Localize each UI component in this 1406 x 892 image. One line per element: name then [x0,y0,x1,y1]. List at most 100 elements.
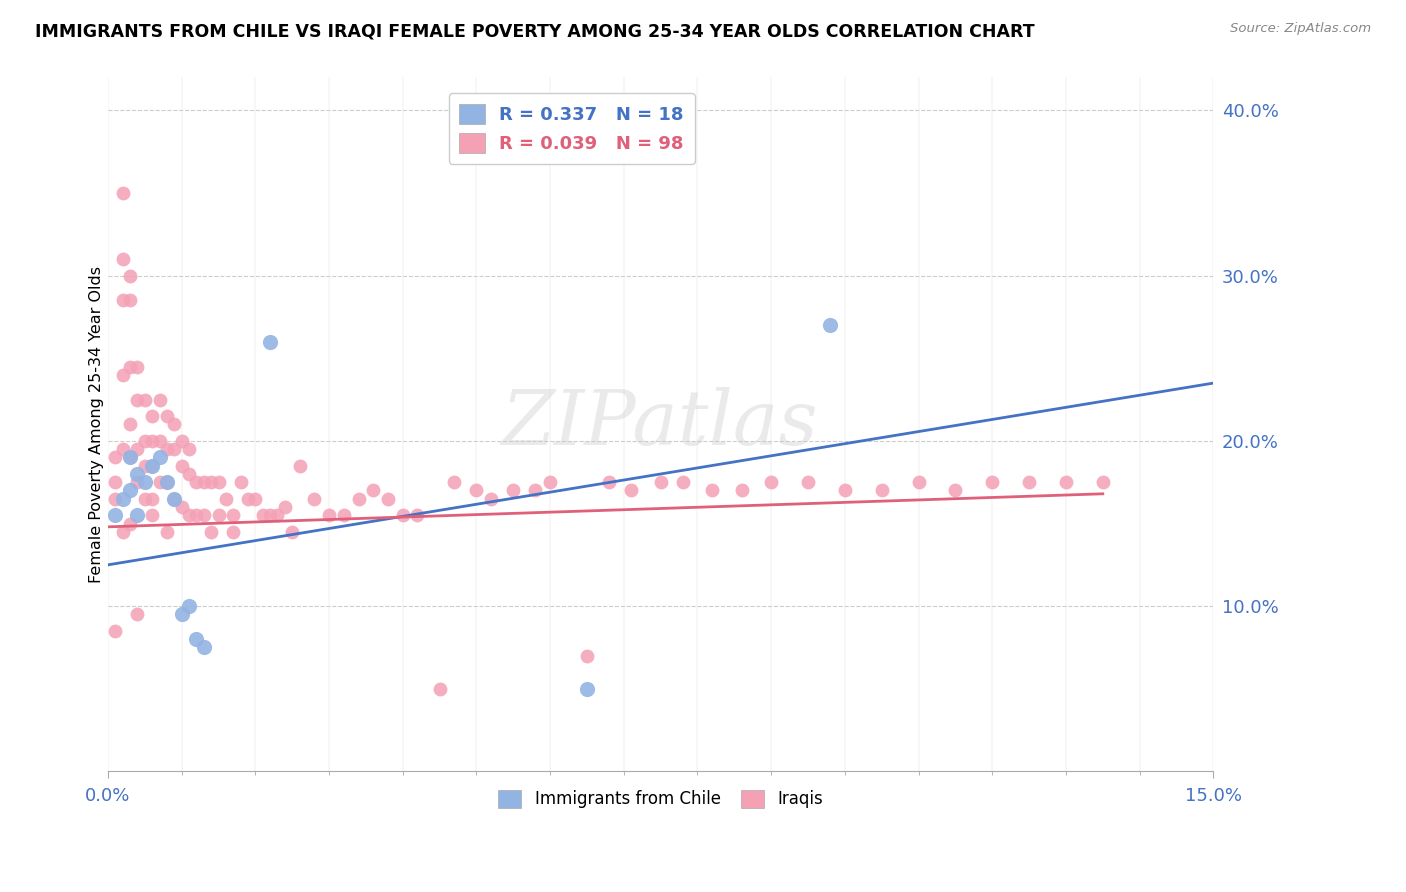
Point [120,417,142,432]
Y-axis label: Female Poverty Among 25-34 Year Olds: Female Poverty Among 25-34 Year Olds [90,266,104,582]
Point [672,475,695,490]
Text: Source: ZipAtlas.com: Source: ZipAtlas.com [1230,22,1371,36]
Point [229,475,252,490]
Point [134,392,156,407]
Point [111,442,134,457]
Point [524,483,547,498]
Point [148,434,170,448]
Point [650,475,672,490]
Point [156,442,179,457]
Point [163,491,186,506]
Point [127,359,149,374]
Point [141,458,163,473]
Point [274,500,297,514]
Point [443,475,465,490]
Point [141,434,163,448]
Point [945,483,967,498]
Point [141,458,163,473]
Point [193,508,215,523]
Point [170,500,193,514]
Point [111,524,134,539]
Text: ZIPatlas: ZIPatlas [502,387,818,461]
Point [207,475,229,490]
Point [120,450,142,465]
Point [156,409,179,424]
Point [127,508,149,523]
Point [193,640,215,655]
Point [186,632,208,647]
Point [575,648,598,663]
Point [538,475,561,490]
Point [120,293,142,308]
Point [134,491,156,506]
Point [156,475,179,490]
Point [406,508,429,523]
Point [141,508,163,523]
Point [288,458,311,473]
Point [127,475,149,490]
Point [702,483,724,498]
Point [620,483,643,498]
Point [236,491,259,506]
Point [141,409,163,424]
Point [111,252,134,267]
Point [127,467,149,481]
Point [252,508,274,523]
Point [111,293,134,308]
Point [177,467,200,481]
Point [259,508,281,523]
Point [111,491,134,506]
Point [177,442,200,457]
Point [333,508,356,523]
Point [981,475,1004,490]
Point [598,475,620,490]
Point [200,475,222,490]
Point [465,483,488,498]
Point [127,607,149,622]
Point [120,516,142,531]
Point [134,434,156,448]
Point [163,491,186,506]
Point [429,681,451,696]
Point [148,450,170,465]
Point [575,681,598,696]
Point [134,458,156,473]
Legend: Immigrants from Chile, Iraqis: Immigrants from Chile, Iraqis [492,783,830,815]
Point [170,458,193,473]
Point [870,483,893,498]
Point [104,450,127,465]
Point [148,475,170,490]
Point [127,392,149,407]
Point [818,318,841,333]
Point [111,186,134,200]
Point [170,434,193,448]
Point [222,524,245,539]
Point [148,392,170,407]
Point [120,483,142,498]
Point [347,491,370,506]
Point [186,475,208,490]
Point [245,491,267,506]
Point [759,475,782,490]
Point [163,442,186,457]
Point [207,508,229,523]
Point [266,508,288,523]
Point [177,599,200,614]
Point [104,475,127,490]
Point [797,475,820,490]
Point [215,491,238,506]
Point [361,483,384,498]
Point [177,508,200,523]
Point [304,491,326,506]
Point [907,475,929,490]
Point [127,442,149,457]
Point [502,483,524,498]
Point [1018,475,1040,490]
Point [134,475,156,490]
Point [156,524,179,539]
Point [120,268,142,283]
Point [120,359,142,374]
Point [170,607,193,622]
Point [141,491,163,506]
Point [111,368,134,382]
